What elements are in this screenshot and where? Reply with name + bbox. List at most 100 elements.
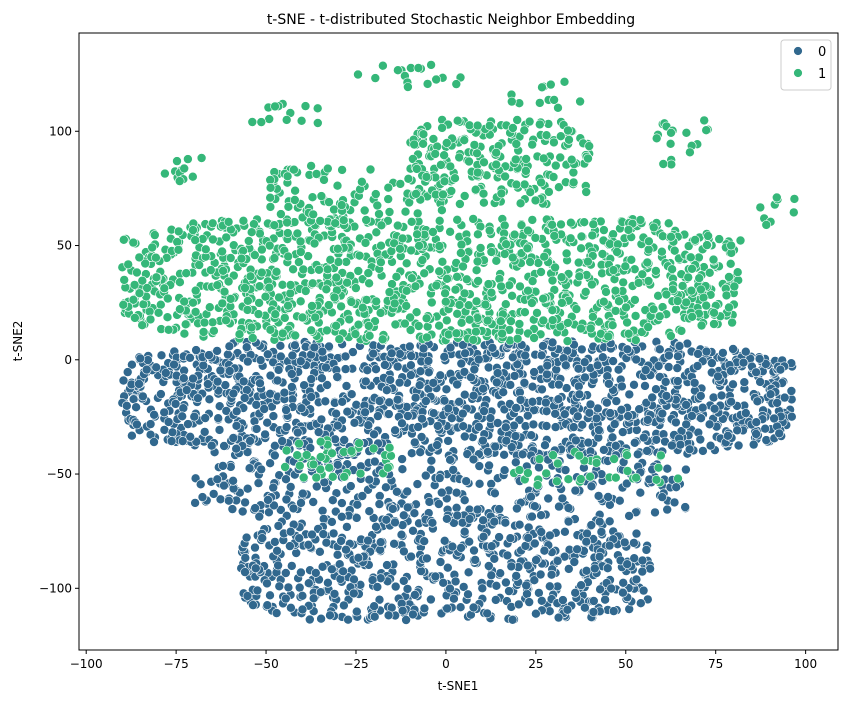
- data-point-series-0: [640, 381, 650, 391]
- data-point-series-1: [173, 245, 184, 255]
- data-point-series-0: [270, 537, 280, 547]
- data-point-series-1: [336, 301, 346, 312]
- data-point-series-1: [536, 177, 546, 188]
- data-point-series-1: [207, 218, 218, 229]
- data-point-series-0: [410, 590, 420, 600]
- data-point-series-1: [353, 69, 363, 80]
- data-point-series-0: [241, 532, 252, 543]
- data-point-series-1: [620, 261, 631, 272]
- data-point-series-1: [563, 318, 573, 328]
- data-point-series-1: [690, 235, 700, 245]
- data-point-series-1: [179, 296, 189, 307]
- data-point-series-0: [270, 440, 280, 451]
- data-point-series-0: [295, 356, 306, 367]
- data-point-series-1: [451, 79, 462, 89]
- data-point-series-1: [225, 294, 236, 304]
- data-point-series-1: [412, 229, 422, 240]
- data-point-series-1: [123, 259, 133, 270]
- data-point-series-1: [346, 446, 357, 456]
- data-point-series-1: [661, 289, 672, 300]
- data-point-series-1: [183, 154, 193, 164]
- data-point-series-1: [666, 232, 676, 242]
- data-point-series-0: [265, 370, 276, 381]
- data-point-series-0: [671, 417, 681, 428]
- data-point-series-1: [419, 268, 430, 279]
- data-point-series-1: [472, 120, 483, 131]
- data-point-series-0: [374, 396, 385, 406]
- data-point-series-0: [484, 460, 494, 471]
- data-point-series-0: [594, 551, 605, 562]
- data-point-series-0: [438, 577, 449, 588]
- data-point-series-1: [128, 294, 139, 305]
- data-point-series-1: [190, 307, 201, 317]
- data-point-series-1: [156, 299, 166, 310]
- data-point-series-1: [515, 281, 525, 292]
- data-point-series-0: [477, 583, 488, 594]
- data-point-series-0: [363, 535, 373, 546]
- data-point-series-1: [588, 311, 598, 322]
- data-point-series-0: [738, 357, 749, 368]
- data-point-series-0: [419, 603, 430, 614]
- data-point-series-1: [452, 115, 463, 126]
- data-point-series-0: [614, 495, 625, 506]
- data-point-series-1: [179, 163, 189, 174]
- data-point-series-1: [247, 117, 258, 127]
- data-point-series-1: [406, 217, 417, 227]
- data-point-series-1: [160, 168, 170, 179]
- data-point-series-1: [431, 280, 442, 291]
- data-point-series-0: [457, 408, 468, 419]
- data-point-series-0: [374, 491, 385, 501]
- data-point-series-1: [438, 189, 448, 200]
- data-point-series-0: [613, 364, 624, 375]
- data-point-series-1: [393, 65, 403, 75]
- data-point-series-0: [319, 477, 330, 488]
- data-point-series-0: [412, 479, 423, 489]
- data-point-series-0: [439, 351, 450, 362]
- data-point-series-1: [292, 450, 303, 461]
- data-point-series-0: [707, 358, 717, 368]
- data-point-series-0: [423, 356, 434, 366]
- data-point-series-0: [138, 391, 148, 402]
- data-point-series-0: [297, 488, 308, 499]
- data-point-series-0: [740, 408, 751, 418]
- data-point-series-0: [397, 418, 407, 429]
- data-point-series-1: [547, 220, 557, 230]
- data-point-series-0: [273, 365, 284, 375]
- data-point-series-1: [118, 299, 129, 310]
- data-point-series-1: [296, 116, 307, 126]
- data-point-series-1: [209, 325, 219, 336]
- data-point-series-0: [166, 436, 177, 446]
- data-point-series-0: [609, 419, 620, 429]
- data-point-series-0: [280, 568, 291, 578]
- data-point-series-0: [317, 373, 327, 384]
- data-point-series-1: [530, 233, 541, 243]
- data-point-series-0: [265, 458, 275, 469]
- data-point-series-1: [585, 471, 595, 482]
- data-point-series-0: [513, 599, 524, 610]
- data-point-series-1: [580, 287, 591, 297]
- data-point-series-0: [442, 603, 452, 614]
- data-point-series-0: [511, 403, 521, 413]
- data-point-series-1: [265, 192, 276, 203]
- data-point-series-0: [274, 581, 285, 592]
- data-point-series-1: [618, 277, 629, 288]
- data-point-series-0: [426, 455, 437, 466]
- data-point-series-0: [132, 419, 142, 430]
- data-point-series-1: [421, 172, 432, 182]
- data-point-series-0: [596, 527, 607, 537]
- data-point-series-1: [153, 307, 164, 318]
- data-point-series-1: [468, 335, 479, 345]
- data-point-series-1: [721, 290, 732, 301]
- data-point-series-0: [299, 380, 309, 391]
- data-point-series-0: [752, 396, 763, 407]
- data-point-series-1: [538, 293, 549, 304]
- data-point-series-0: [198, 360, 209, 371]
- data-point-series-1: [201, 244, 211, 255]
- data-point-series-0: [772, 398, 782, 408]
- data-point-series-1: [295, 236, 306, 247]
- data-point-series-0: [269, 500, 279, 511]
- data-point-series-0: [410, 392, 421, 403]
- series-1-points: [117, 60, 800, 490]
- data-point-series-1: [283, 251, 294, 262]
- data-point-series-1: [566, 154, 577, 165]
